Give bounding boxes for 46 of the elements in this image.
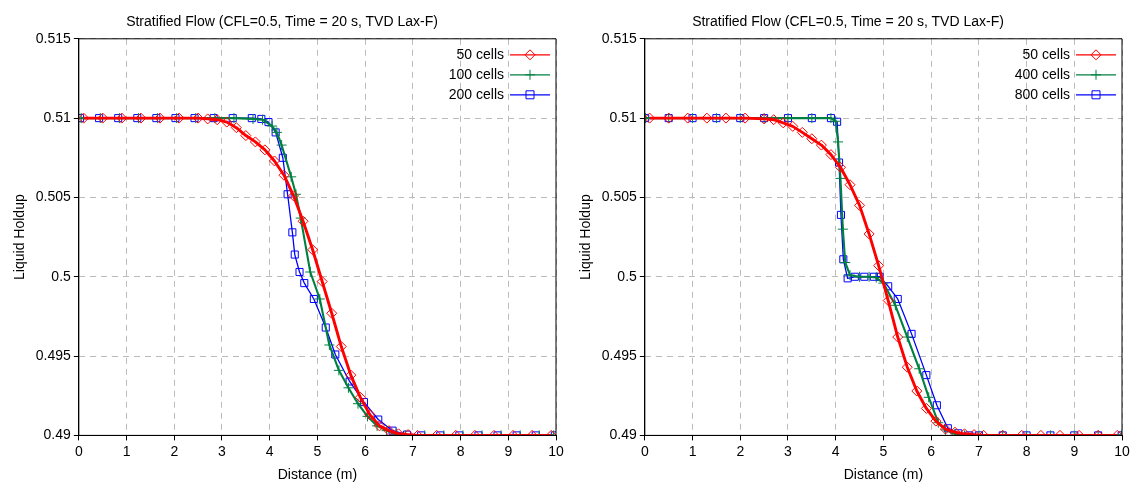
x-tick-label: 2 xyxy=(170,442,179,459)
x-tick-label: 1 xyxy=(688,442,697,459)
x-tick-label: 1 xyxy=(122,442,131,459)
y-axis-title: Liquid Holdup xyxy=(11,194,28,280)
y-tick-label: 0.5 xyxy=(617,267,638,284)
x-tick-label: 7 xyxy=(408,442,417,459)
x-tick-label: 5 xyxy=(879,442,888,459)
x-axis-title: Distance (m) xyxy=(843,466,924,483)
y-tick-label: 0.515 xyxy=(35,29,72,46)
y-tick-label: 0.51 xyxy=(43,108,72,125)
y-tick-label: 0.49 xyxy=(43,426,72,443)
x-tick-label: 6 xyxy=(927,442,936,459)
y-tick-label: 0.49 xyxy=(609,426,638,443)
chart-title: Stratified Flow (CFL=0.5, Time = 20 s, TVD Lax-F) xyxy=(126,13,438,30)
y-tick-label: 0.515 xyxy=(601,29,638,46)
chart-title: Stratified Flow (CFL=0.5, Time = 20 s, TVD Lax-F) xyxy=(692,13,1004,30)
legend-label: 100 cells xyxy=(448,65,504,82)
legend-label: 400 cells xyxy=(1014,65,1070,82)
x-tick-label: 6 xyxy=(361,442,370,459)
y-tick-label: 0.505 xyxy=(35,188,72,205)
x-tick-label: 0 xyxy=(640,442,649,459)
y-axis-title: Liquid Holdup xyxy=(577,194,594,280)
x-tick-label: 5 xyxy=(313,442,322,459)
x-tick-label: 9 xyxy=(1070,442,1079,459)
x-tick-label: 10 xyxy=(1114,442,1130,459)
y-tick-label: 0.51 xyxy=(609,108,638,125)
y-tick-label: 0.5 xyxy=(51,267,72,284)
x-tick-label: 4 xyxy=(265,442,274,459)
x-tick-label: 4 xyxy=(831,442,840,459)
x-axis-title: Distance (m) xyxy=(277,466,358,483)
x-tick-label: 2 xyxy=(736,442,745,459)
x-tick-label: 9 xyxy=(504,442,513,459)
x-tick-label: 0 xyxy=(74,442,83,459)
legend-label: 50 cells xyxy=(1022,45,1070,62)
x-tick-label: 3 xyxy=(784,442,793,459)
y-tick-label: 0.505 xyxy=(601,188,638,205)
x-tick-label: 10 xyxy=(548,442,564,459)
y-tick-label: 0.495 xyxy=(601,346,638,363)
x-tick-label: 7 xyxy=(974,442,983,459)
y-tick-label: 0.495 xyxy=(35,346,72,363)
x-tick-label: 8 xyxy=(1022,442,1031,459)
legend-label: 800 cells xyxy=(1014,85,1070,102)
legend-label: 50 cells xyxy=(456,45,504,62)
x-tick-label: 8 xyxy=(456,442,465,459)
legend-label: 200 cells xyxy=(448,85,504,102)
x-tick-label: 3 xyxy=(218,442,227,459)
